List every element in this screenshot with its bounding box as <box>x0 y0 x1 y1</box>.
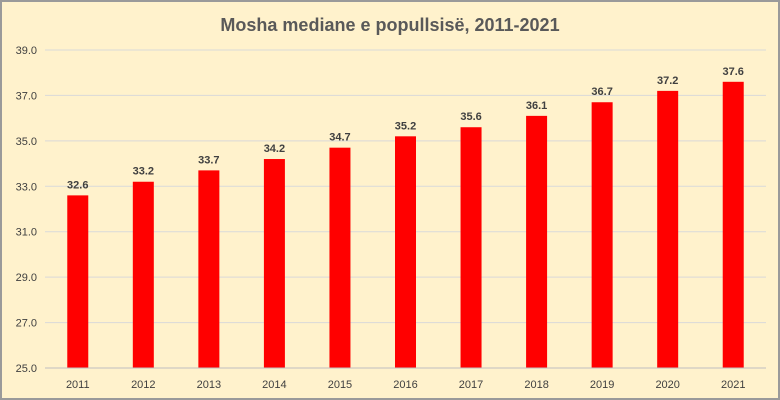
bar-2017 <box>460 127 482 368</box>
chart-title: Mosha mediane e popullsisë, 2011-2021 <box>220 15 559 35</box>
y-tick-label: 33.0 <box>16 181 37 193</box>
x-tick-label: 2013 <box>197 379 221 391</box>
data-label: 33.2 <box>133 166 154 178</box>
data-label: 37.6 <box>723 66 744 78</box>
data-label: 35.6 <box>460 111 481 123</box>
bar-2013 <box>198 170 220 368</box>
y-tick-label: 35.0 <box>16 136 37 148</box>
y-tick-label: 31.0 <box>16 227 37 239</box>
data-label: 35.2 <box>395 120 416 132</box>
x-tick-label: 2019 <box>590 379 614 391</box>
y-tick-label: 39.0 <box>16 45 37 57</box>
data-label: 32.6 <box>67 179 88 191</box>
data-label: 37.2 <box>657 75 678 87</box>
data-label: 34.2 <box>264 143 285 155</box>
bar-2016 <box>395 136 416 368</box>
x-tick-label: 2011 <box>66 379 90 391</box>
bar-2015 <box>329 147 351 368</box>
x-tick-label: 2021 <box>721 379 745 391</box>
x-axis: 2011 2012 2013 2014 2015 2016 2017 2018 2019 2020… <box>45 367 766 391</box>
y-tick-label: 27.0 <box>16 318 37 330</box>
y-tick-label: 25.0 <box>16 363 37 375</box>
data-label: 34.7 <box>329 132 350 144</box>
bar-2014 <box>263 159 285 368</box>
bars <box>67 81 744 369</box>
bar-2019 <box>591 102 613 368</box>
x-tick-label: 2018 <box>524 379 548 391</box>
y-tick-label: 37.0 <box>16 90 37 102</box>
bar-2021 <box>722 81 744 369</box>
x-tick-label: 2020 <box>655 379 679 391</box>
bar-2012 <box>132 181 154 368</box>
y-tick-label: 29.0 <box>16 272 37 284</box>
x-tick-label: 2015 <box>328 379 352 391</box>
data-label: 33.7 <box>198 154 219 166</box>
bar-2018 <box>526 115 548 368</box>
data-labels: 32.6 33.2 33.7 34.2 34.7 35.2 35.6 36.1 36.7 37.2… <box>67 66 744 192</box>
x-tick-label: 2014 <box>262 379 286 391</box>
bar-2011 <box>67 195 89 368</box>
bar-2020 <box>657 90 679 368</box>
data-label: 36.1 <box>526 100 547 112</box>
x-tick-label: 2012 <box>131 379 155 391</box>
x-tick-label: 2016 <box>393 379 417 391</box>
x-tick-label: 2017 <box>459 379 483 391</box>
data-label: 36.7 <box>591 86 612 98</box>
y-axis: 25.0 27.0 29.0 31.0 33.0 35.0 37.0 39.0 <box>16 45 37 375</box>
